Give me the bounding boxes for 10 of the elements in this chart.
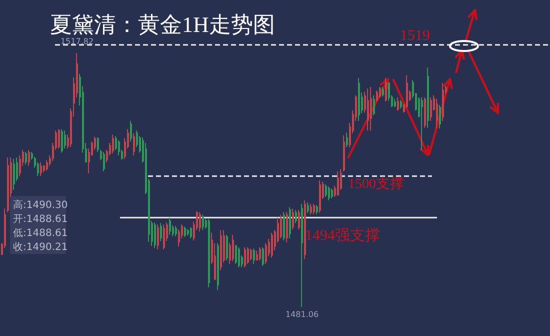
chart-title: 夏黛清：黄金1H走势图: [50, 12, 275, 37]
ref-line-label: 1494强支撑: [305, 227, 380, 244]
annotation: 1517.82: [60, 37, 94, 46]
annotation: 收:1490.21: [13, 242, 68, 253]
annotation: 高:1490.30: [13, 199, 68, 211]
annotation: 低:1488.61: [13, 228, 68, 239]
annotation: 开:1488.61: [13, 214, 68, 225]
ref-line-label: 1500支撑: [348, 176, 404, 192]
annotation: 1481.06: [285, 310, 319, 319]
ref-line-label: 1519: [400, 28, 430, 44]
